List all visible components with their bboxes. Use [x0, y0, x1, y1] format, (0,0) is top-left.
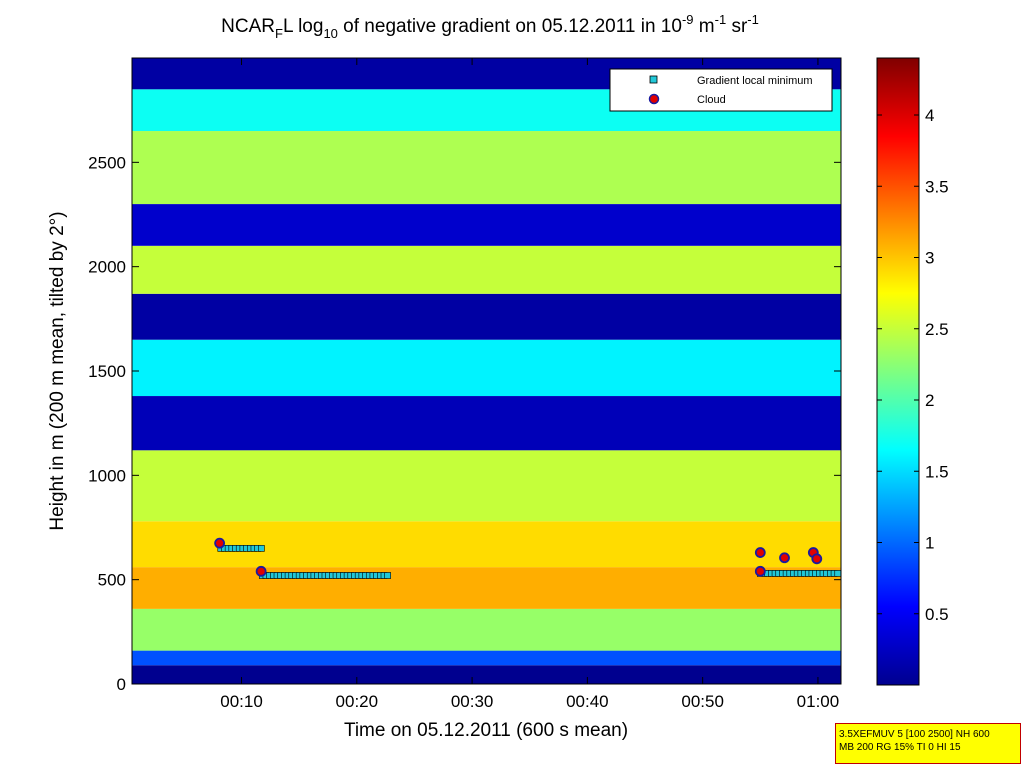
gradient-min-marker	[384, 572, 392, 579]
heatmap-layer-5	[132, 450, 841, 522]
y-tick-label: 2000	[88, 258, 126, 277]
cloud-marker	[754, 547, 766, 558]
cloud-marker	[754, 565, 766, 577]
chart-title: NCARFL log10 of negative gradient on 05.…	[221, 12, 759, 41]
heatmap-layer-6	[132, 396, 841, 451]
title-sup1: -9	[682, 12, 694, 27]
heatmap-layer-4	[132, 521, 841, 568]
colorbar-tick-label: 3	[925, 249, 934, 268]
y-tick-label: 1500	[88, 362, 126, 381]
cloud-marker	[811, 553, 823, 565]
x-tick-label: 00:30	[451, 692, 494, 711]
x-axis: 00:10 00:20 00:30 00:40 00:50 01:00	[220, 58, 839, 711]
gradient-min-marker	[834, 570, 842, 577]
y-tick-label: 0	[117, 675, 126, 694]
legend-marker-cloud	[648, 93, 660, 105]
cloud-marker	[779, 552, 790, 564]
heatmap-layer-10	[132, 204, 841, 246]
y-tick-label: 2500	[88, 153, 126, 172]
title-part4: m	[694, 16, 715, 37]
title-part3: of negative gradient on 05.12.2011 in 10	[338, 16, 682, 37]
heatmap-layer-9	[132, 245, 841, 294]
title-part5: sr	[726, 16, 748, 37]
colorbar-tick-label: 4	[925, 106, 934, 125]
y-tick-label: 1000	[88, 466, 126, 485]
x-tick-label: 01:00	[797, 692, 840, 711]
colorbar-axis: 0.5 1 1.5 2 2.5 3 3.5 4	[877, 106, 949, 624]
title-sub2: 10	[323, 26, 337, 41]
colorbar-tick-label: 2	[925, 391, 934, 410]
legend-label-cloud: Cloud	[697, 94, 726, 106]
colorbar-tick-label: 1	[925, 534, 934, 553]
heatmap-layer-1	[132, 650, 841, 666]
plot-area	[132, 58, 841, 684]
heatmap-layer-2	[132, 608, 841, 651]
colorbar-tick-label: 3.5	[925, 177, 949, 196]
y-tick-label: 500	[98, 571, 126, 590]
title-part2: L log	[283, 16, 324, 37]
info-box: 3.5XEFMUV 5 [100 2500] NH 600 MB 200 RG …	[835, 723, 1021, 764]
colorbar-tick-label: 2.5	[925, 320, 949, 339]
x-tick-label: 00:20	[336, 692, 379, 711]
info-line-1: 3.5XEFMUV 5 [100 2500] NH 600	[839, 729, 990, 740]
x-tick-label: 00:50	[681, 692, 724, 711]
title-sup3: -1	[747, 12, 759, 27]
cloud-marker	[255, 565, 267, 577]
colorbar	[876, 57, 920, 686]
cloud-marker	[214, 537, 226, 549]
legend: Gradient local minimum Cloud	[609, 68, 833, 112]
title-part1: NCAR	[221, 16, 275, 37]
colorbar-tick-label: 0.5	[925, 605, 949, 624]
heatmap-layer-3	[132, 567, 841, 609]
legend-box	[609, 68, 833, 112]
x-tick-label: 00:10	[220, 692, 263, 711]
heatmap-layer-11	[132, 131, 841, 205]
heatmap-layer-8	[132, 293, 841, 340]
heatmap-layer-0	[132, 665, 841, 684]
title-sup2: -1	[715, 12, 727, 27]
legend-label-gradient: Gradient local minimum	[697, 75, 813, 87]
info-line-2: MB 200 RG 15% TI 0 HI 15	[839, 742, 961, 753]
y-axis-label: Height in m (200 m mean, tilted by 2°)	[47, 211, 68, 530]
colorbar-tick-label: 1.5	[925, 462, 949, 481]
gradient-min-marker	[258, 545, 265, 552]
x-tick-label: 00:40	[566, 692, 609, 711]
title-sub1: F	[275, 26, 283, 41]
y-axis: 0 500 1000 1500 2000 2500	[88, 153, 841, 694]
markers	[214, 537, 842, 579]
x-axis-label: Time on 05.12.2011 (600 s mean)	[344, 720, 628, 741]
heatmap-layer-7	[132, 339, 841, 397]
legend-marker-square	[649, 75, 658, 84]
